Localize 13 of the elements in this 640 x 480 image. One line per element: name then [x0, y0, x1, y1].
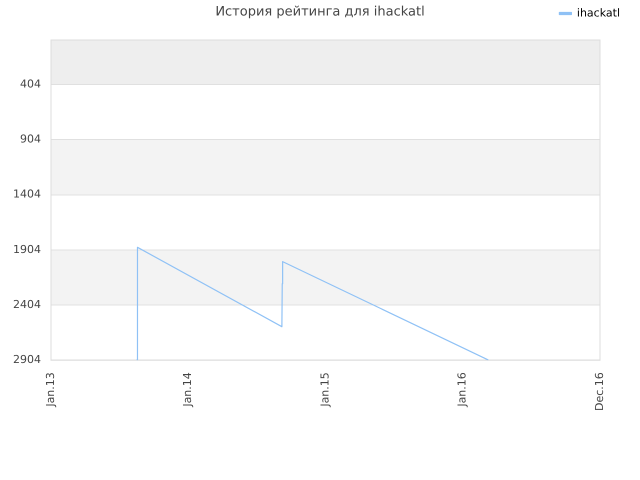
y-tick-label: 1404: [12, 188, 41, 201]
y-tick-label: 904: [20, 132, 41, 146]
y-tick-label: 2404: [12, 298, 41, 311]
legend-label: ihackatl: [576, 6, 620, 20]
x-tick-label: Jan.14: [181, 372, 194, 408]
y-tick-label: 404: [20, 77, 41, 90]
y-tick-label: 2904: [12, 353, 41, 366]
y-tick-label: 1904: [12, 242, 41, 256]
x-tick-label: Jan.13: [44, 372, 57, 408]
x-tick-label: Dec.16: [592, 372, 606, 411]
x-tick-label: Jan.16: [456, 372, 469, 408]
chart-title: История рейтинга для ihackatl: [215, 4, 425, 20]
x-tick-label: Jan.15: [318, 372, 332, 408]
